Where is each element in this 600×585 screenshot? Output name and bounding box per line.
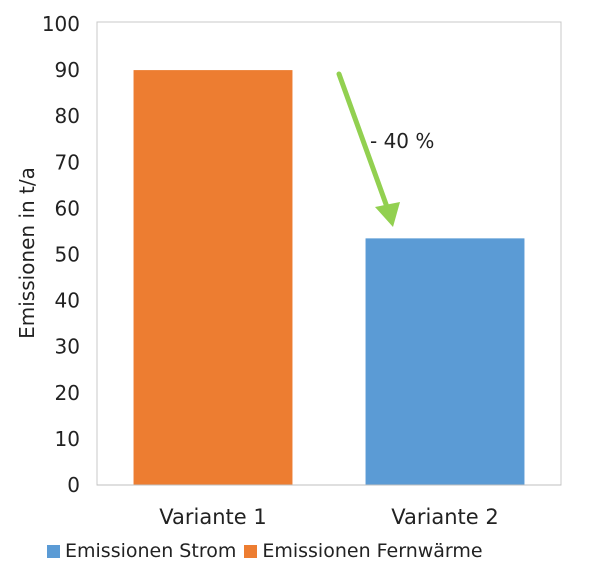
y-tick-label: 100 — [42, 12, 80, 36]
legend-swatch-fernwaerme — [244, 544, 258, 558]
reduction-arrow — [336, 71, 400, 227]
y-tick-label: 30 — [55, 335, 80, 359]
y-tick-label: 50 — [55, 243, 80, 267]
bar-1-series-2 — [133, 70, 293, 485]
y-axis-ticks: 0 10 20 30 40 50 60 70 80 90 100 — [42, 12, 80, 497]
y-tick-label: 10 — [55, 427, 80, 451]
y-tick-label: 60 — [55, 196, 80, 220]
arrow-head — [375, 202, 400, 227]
x-category-label: Variante 1 — [159, 505, 266, 529]
y-tick-label: 80 — [55, 104, 80, 128]
y-tick-label: 40 — [55, 289, 80, 313]
x-category-label: Variante 2 — [391, 505, 498, 529]
legend-label-fernwaerme: Emissionen Fernwärme — [262, 540, 483, 562]
legend-label-strom: Emissionen Strom — [65, 540, 237, 562]
bar-2-series-1 — [365, 238, 525, 485]
legend-swatch-strom — [47, 544, 60, 558]
legend-item-strom: Emissionen Strom — [47, 540, 236, 562]
arrow-shaft — [336, 71, 390, 210]
y-tick-label: 0 — [67, 473, 80, 497]
y-tick-label: 90 — [55, 58, 80, 82]
x-axis-categories: Variante 1 Variante 2 — [159, 505, 498, 529]
legend-item-fernwaerme: Emissionen Fernwärme — [244, 540, 483, 562]
y-axis-label: Emissionen in t/a — [15, 167, 39, 339]
legend: Emissionen Strom Emissionen Fernwärme — [47, 540, 491, 562]
y-tick-label: 70 — [55, 150, 80, 174]
y-tick-label: 20 — [55, 381, 80, 405]
bars — [133, 70, 525, 485]
reduction-annotation: - 40 % — [370, 129, 434, 153]
